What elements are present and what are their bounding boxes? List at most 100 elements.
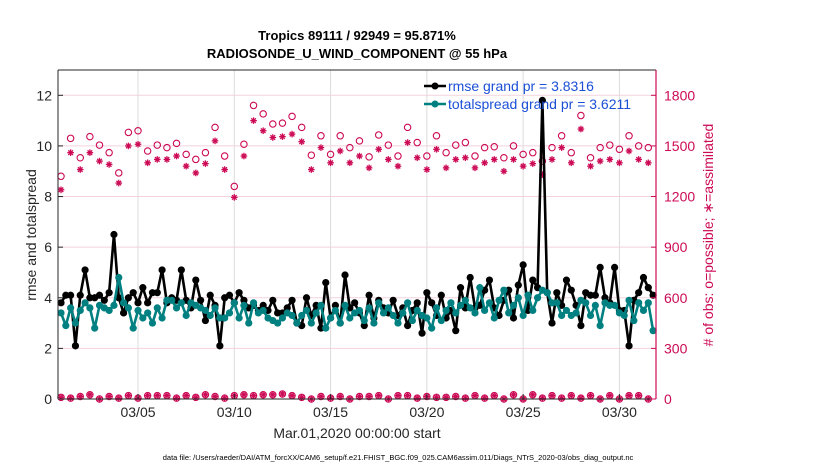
obs-assimilated-marker xyxy=(481,159,488,167)
totalspread-point xyxy=(456,301,465,309)
totalspread-point xyxy=(466,304,474,312)
rmse-point xyxy=(360,322,368,330)
obs-possible-marker xyxy=(278,119,287,127)
totalspread-point xyxy=(336,319,344,327)
y2-tick-label: 300 xyxy=(664,340,688,356)
totalspread-point xyxy=(172,304,181,312)
obs-assimilated-marker xyxy=(221,166,228,173)
rmse-point xyxy=(57,299,65,307)
totalspread-point xyxy=(370,319,378,327)
totalspread-point xyxy=(119,299,128,307)
obs-possible-marker xyxy=(259,110,267,118)
totalspread-point xyxy=(519,311,527,320)
obs-assimilated-marker xyxy=(231,194,238,201)
totalspread-point xyxy=(428,324,436,332)
obs-possible-marker xyxy=(384,141,393,149)
rmse-point xyxy=(144,299,152,307)
obs-assimilated-marker xyxy=(635,392,642,399)
rmse-point xyxy=(119,309,128,317)
rmse-point xyxy=(76,291,84,299)
obs-assimilated-marker xyxy=(192,394,200,401)
y2-tick-label: 1500 xyxy=(664,138,695,154)
obs-assimilated-marker xyxy=(413,394,421,402)
obs-assimilated-marker xyxy=(67,149,74,156)
totalspread-point xyxy=(558,311,566,320)
totalspread-point xyxy=(524,291,532,299)
obs-assimilated-marker xyxy=(481,394,488,402)
obs-assimilated-marker xyxy=(577,125,585,133)
obs-possible-marker xyxy=(211,123,219,132)
rmse-point xyxy=(404,322,412,330)
obs-assimilated-marker xyxy=(510,391,517,399)
y-tick-label: 8 xyxy=(44,189,52,205)
rmse-point xyxy=(216,342,224,350)
obs-assimilated-marker xyxy=(394,392,402,399)
totalspread-point xyxy=(57,309,65,317)
totalspread-point xyxy=(375,299,383,307)
totalspread-point xyxy=(81,299,89,307)
rmse-point xyxy=(413,299,421,307)
totalspread-point xyxy=(389,311,397,320)
totalspread-point xyxy=(124,304,132,312)
obs-possible-marker xyxy=(153,141,162,149)
rmse-point xyxy=(562,276,571,284)
totalspread-point xyxy=(326,314,335,322)
obs-assimilated-marker xyxy=(57,186,65,194)
y-axis-label: rmse and totalspread xyxy=(23,169,39,301)
totalspread-point xyxy=(591,301,599,309)
y-tick-label: 10 xyxy=(36,138,52,154)
totalspread-point xyxy=(582,299,590,307)
rmse-point xyxy=(322,278,330,287)
obs-assimilated-marker xyxy=(519,162,527,170)
obs-assimilated-marker xyxy=(490,392,498,399)
rmse-point xyxy=(466,273,474,282)
y-tick-label: 0 xyxy=(44,391,52,407)
totalspread-point xyxy=(153,304,161,312)
obs-assimilated-marker xyxy=(529,160,537,167)
obs-assimilated-marker xyxy=(134,140,142,148)
totalspread-point xyxy=(408,316,417,325)
totalspread-point xyxy=(322,324,330,332)
obs-possible-marker xyxy=(365,153,373,161)
obs-assimilated-marker xyxy=(279,390,286,398)
rmse-point xyxy=(269,296,277,304)
obs-assimilated-marker xyxy=(548,392,556,399)
rmse-point xyxy=(529,276,537,284)
totalspread-point xyxy=(413,306,421,315)
totalspread-point xyxy=(259,306,267,315)
rmse-point xyxy=(134,299,142,307)
obs-possible-marker xyxy=(192,155,200,164)
obs-assimilated-marker xyxy=(413,154,421,162)
y-tick-label: 12 xyxy=(36,87,52,103)
obs-possible-marker xyxy=(249,101,258,110)
obs-possible-marker xyxy=(557,132,566,140)
totalspread-point xyxy=(471,309,479,317)
obs-possible-marker xyxy=(288,112,296,121)
totalspread-point xyxy=(476,284,484,292)
obs-possible-marker xyxy=(577,111,585,120)
y2-tick-label: 1200 xyxy=(664,189,695,205)
rmse-point xyxy=(288,296,296,304)
obs-assimilated-marker xyxy=(635,156,642,163)
obs-assimilated-marker xyxy=(587,392,594,399)
obs-possible-marker xyxy=(134,126,142,135)
obs-possible-marker xyxy=(596,143,604,152)
rmse-point xyxy=(548,319,556,327)
obs-assimilated-marker xyxy=(144,392,151,399)
obs-assimilated-marker xyxy=(625,147,633,155)
obs-assimilated-marker xyxy=(250,392,257,399)
rmse-point xyxy=(158,266,166,274)
totalspread-point xyxy=(302,306,311,315)
rmse-point xyxy=(577,322,585,330)
obs-assimilated-marker xyxy=(625,392,633,399)
totalspread-point xyxy=(206,311,214,320)
totalspread-point xyxy=(533,294,542,302)
obs-assimilated-marker xyxy=(423,166,431,173)
obs-possible-marker xyxy=(163,143,171,152)
rmse-point xyxy=(596,263,604,271)
obs-assimilated-marker xyxy=(144,159,151,167)
totalspread-point xyxy=(148,319,157,327)
chart-subtitle: RADIOSONDE_U_WIND_COMPONENT @ 55 hPa xyxy=(207,46,508,61)
obs-possible-marker xyxy=(201,148,210,157)
